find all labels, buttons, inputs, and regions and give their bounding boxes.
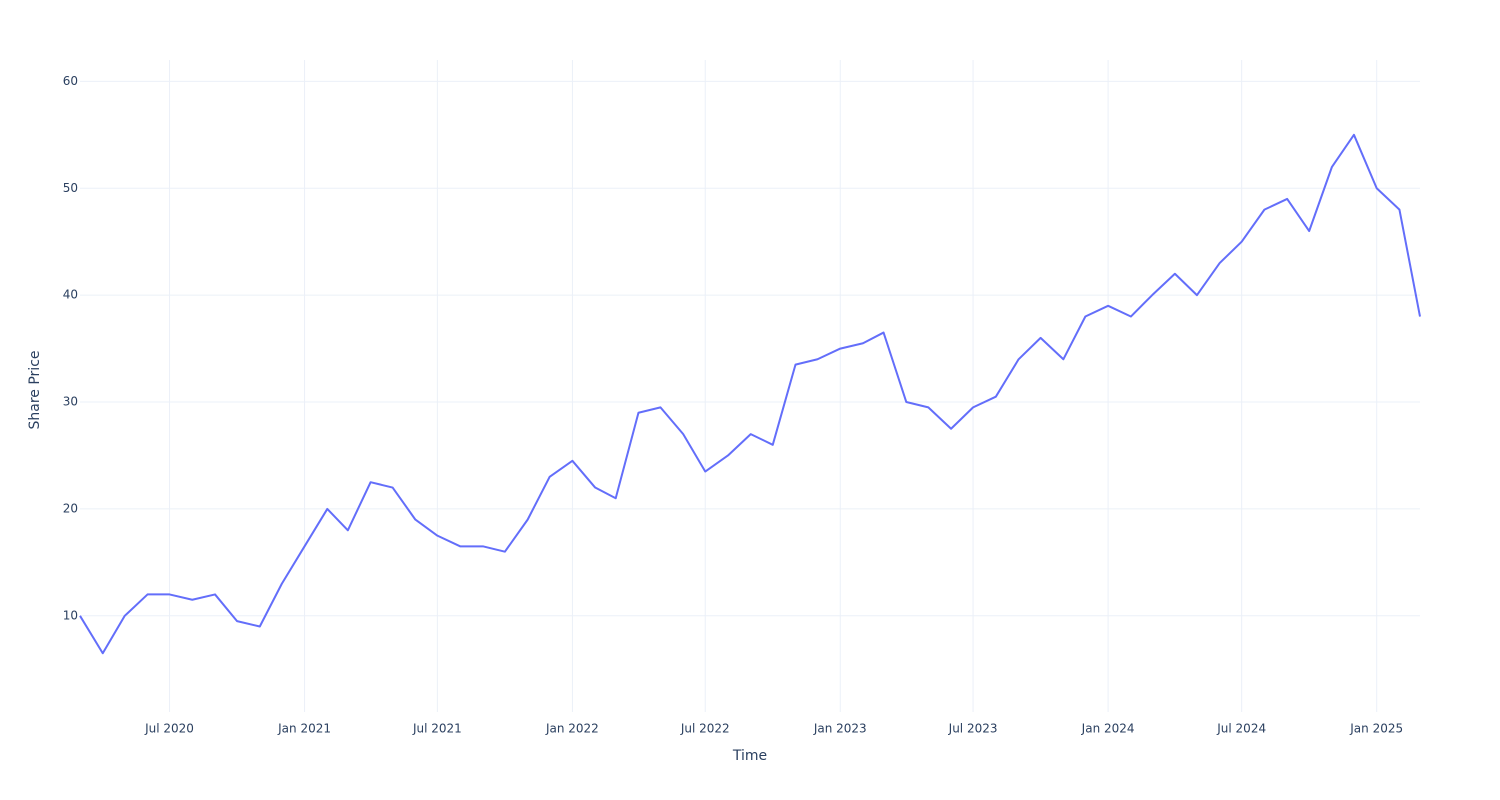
- x-tick-label: Jan 2024: [1081, 722, 1135, 736]
- x-tick-label: Jul 2020: [144, 722, 194, 736]
- y-axis-title: Share Price: [27, 350, 43, 429]
- price-line: [79, 133, 1421, 655]
- x-tick-label: Jul 2022: [680, 722, 730, 736]
- y-tick-label: 20: [63, 501, 78, 515]
- x-tick-label: Jul 2024: [1216, 722, 1266, 736]
- y-tick-label: 10: [63, 608, 78, 622]
- x-tick-label: Jan 2021: [277, 722, 331, 736]
- x-axis-title: Time: [732, 748, 767, 764]
- x-tick-label: Jan 2022: [545, 722, 599, 736]
- y-tick-label: 30: [63, 395, 78, 409]
- x-tick-label: Jul 2021: [412, 722, 462, 736]
- x-tick-label: Jan 2023: [813, 722, 867, 736]
- x-tick-label: Jan 2025: [1349, 722, 1403, 736]
- y-tick-label: 40: [63, 288, 78, 302]
- x-tick-label: Jul 2023: [948, 722, 998, 736]
- y-tick-label: 50: [63, 181, 78, 195]
- y-tick-label: 60: [63, 74, 78, 88]
